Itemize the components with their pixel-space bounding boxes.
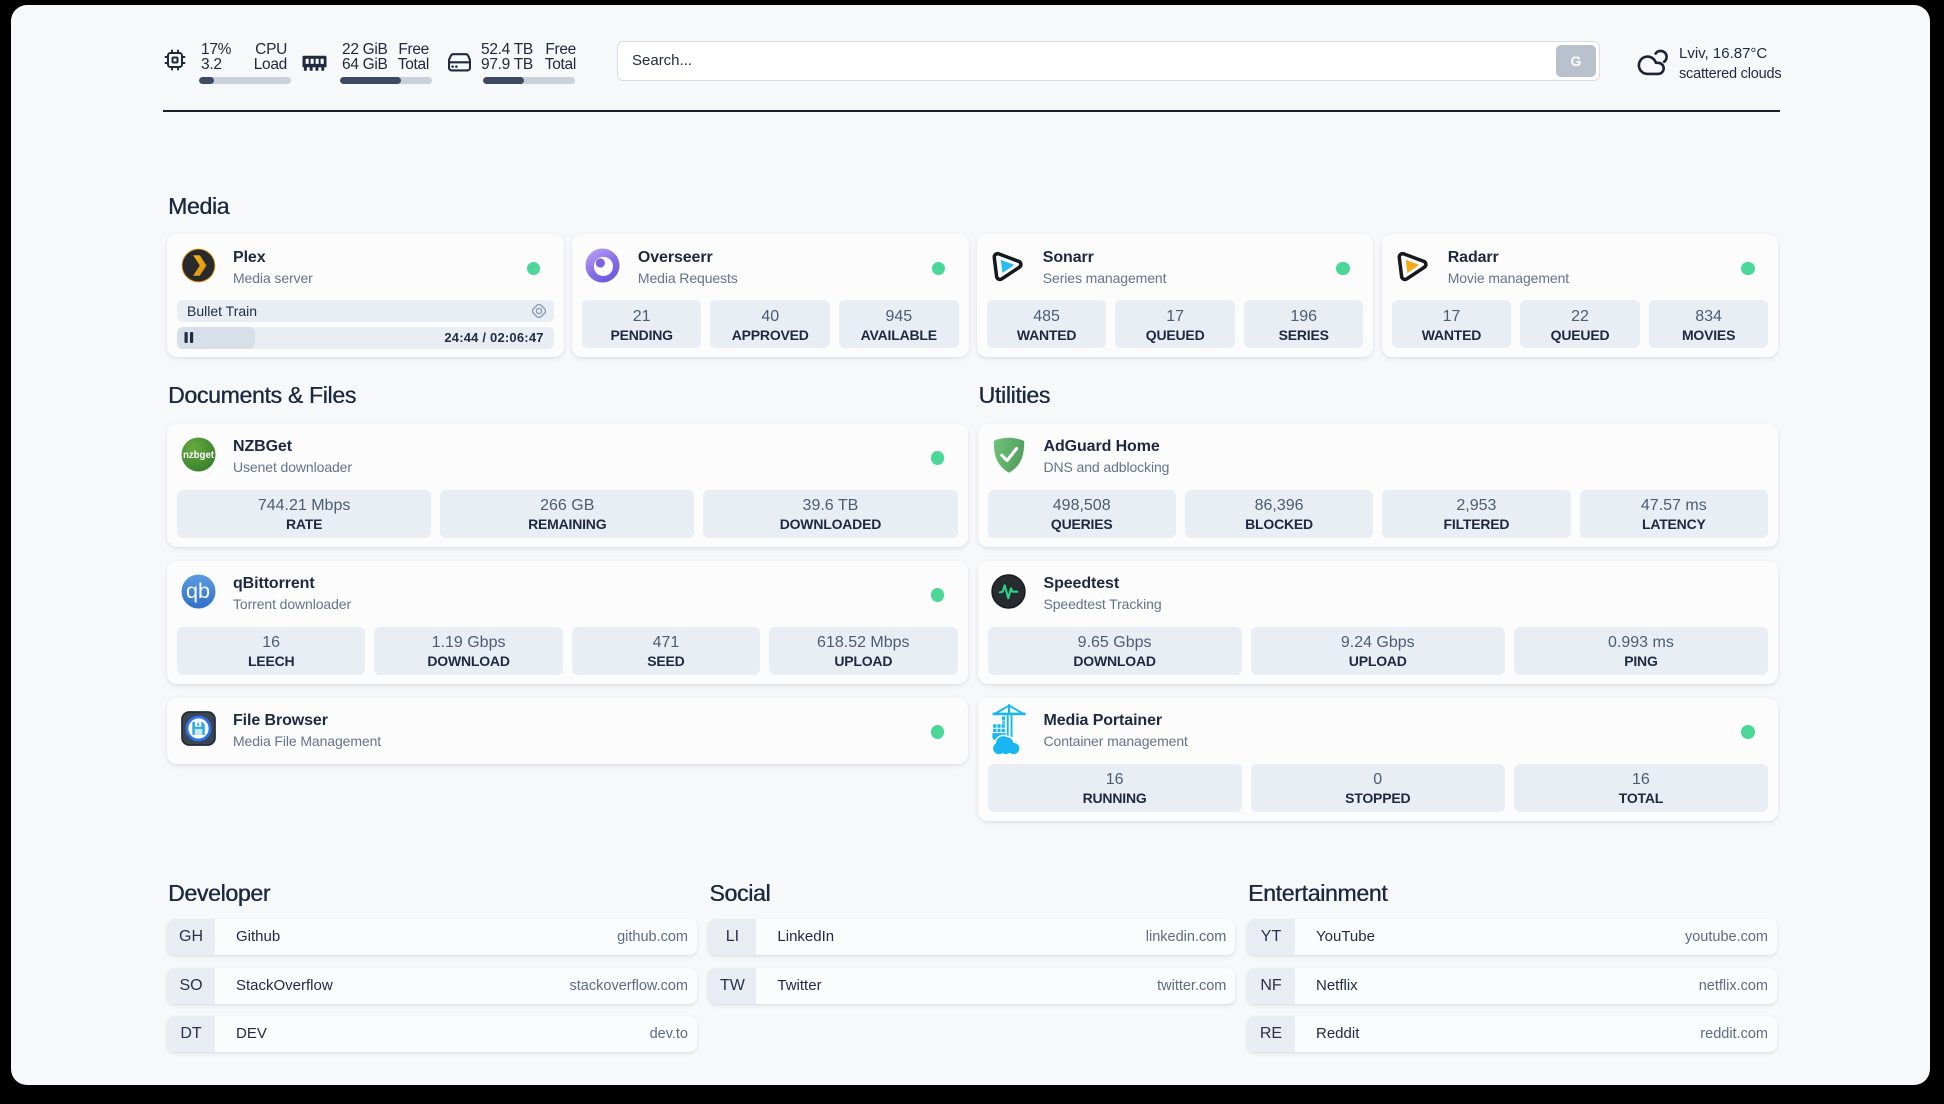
svg-text:qb: qb	[185, 578, 209, 603]
svg-text:nzbget: nzbget	[182, 450, 214, 461]
